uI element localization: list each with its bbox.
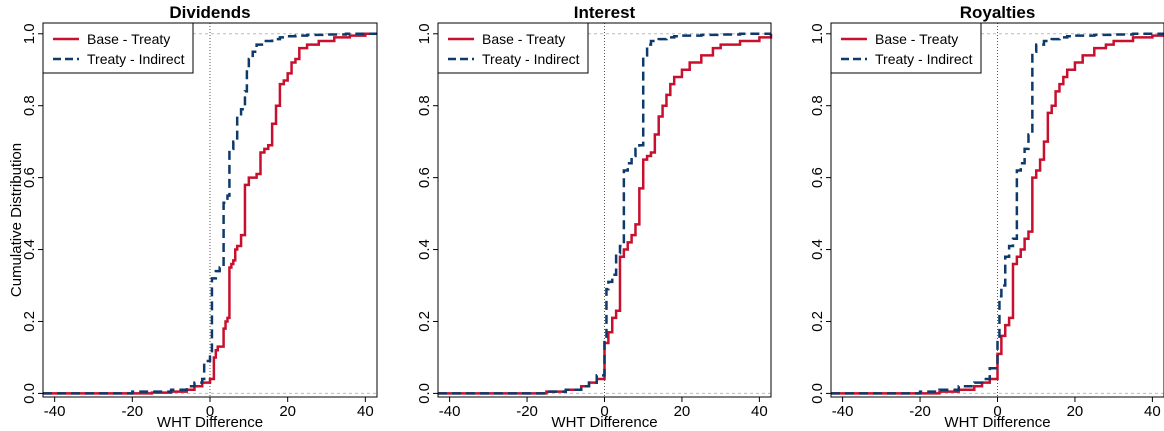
x-axis-label: WHT Difference	[944, 414, 1050, 431]
legend-box	[42, 22, 194, 74]
y-tick-label: 0.0	[21, 383, 38, 404]
legend: Base - Treaty Treaty - Indirect	[830, 22, 982, 74]
x-tick-label: -20	[121, 403, 143, 420]
series-line-base-treaty	[43, 32, 377, 395]
series-line-base-treaty	[831, 33, 1164, 395]
x-tick-label: -20	[909, 403, 931, 420]
x-tick-label: 0	[993, 403, 1001, 420]
y-tick-label: 0.0	[416, 383, 433, 404]
legend-box	[830, 22, 982, 74]
y-tick-label: 1.0	[416, 23, 433, 44]
panel-0: -40 -20 0 20 40 0.0 0.2 0.4 0.6 0.8 1.0 Dividends WH…	[8, 3, 378, 431]
legend: Base - Treaty Treaty - Indirect	[437, 22, 589, 74]
x-tick-label: -40	[439, 403, 461, 420]
chart-title: Interest	[574, 3, 636, 22]
x-tick-label: 0	[600, 403, 608, 420]
series-line-base-treaty	[438, 33, 773, 395]
y-tick-label: 0.8	[809, 95, 826, 116]
y-tick-label: 0.4	[416, 239, 433, 260]
legend: Base - Treaty Treaty - Indirect	[42, 22, 194, 74]
x-tick-label: -20	[516, 403, 538, 420]
y-tick-label: 0.4	[21, 239, 38, 260]
y-tick-label: 0.2	[809, 311, 826, 332]
y-tick-label: 0.6	[21, 167, 38, 188]
x-tick-label: -40	[44, 403, 66, 420]
y-axis-label: Cumulative Distribution	[8, 143, 25, 297]
y-tick-label: 0.2	[416, 311, 433, 332]
series-line-treaty-indirect	[43, 32, 377, 395]
x-tick-label: -40	[832, 403, 854, 420]
y-tick-label: 0.8	[21, 95, 38, 116]
chart-title: Royalties	[960, 3, 1036, 22]
x-tick-label: 0	[206, 403, 214, 420]
x-axis-label: WHT Difference	[157, 414, 263, 431]
y-tick-label: 0.4	[809, 239, 826, 260]
y-tick-label: 1.0	[21, 23, 38, 44]
x-axis-label: WHT Difference	[551, 414, 657, 431]
legend-label: Treaty - Indirect	[87, 51, 185, 67]
x-tick-label: 20	[279, 403, 296, 420]
y-tick-label: 0.8	[416, 95, 433, 116]
legend-label: Base - Treaty	[875, 31, 958, 47]
y-tick-label: 0.6	[809, 167, 826, 188]
chart-title: Dividends	[169, 3, 250, 22]
panel-1: -40 -20 0 20 40 0.0 0.2 0.4 0.6 0.8 1.0 Interest WHT…	[416, 3, 773, 431]
series-line-treaty-indirect	[438, 32, 771, 395]
x-tick-label: 20	[1067, 403, 1084, 420]
x-tick-label: 40	[1144, 403, 1161, 420]
legend-label: Base - Treaty	[482, 31, 565, 47]
y-tick-label: 1.0	[809, 23, 826, 44]
y-tick-label: 0.6	[416, 167, 433, 188]
legend-label: Treaty - Indirect	[875, 51, 973, 67]
panel-2: -40 -20 0 20 40 0.0 0.2 0.4 0.6 0.8 1.0 Royalties WH…	[809, 3, 1164, 431]
y-tick-label: 0.2	[21, 311, 38, 332]
legend-label: Treaty - Indirect	[482, 51, 580, 67]
x-tick-label: 40	[357, 403, 374, 420]
series-line-treaty-indirect	[831, 32, 1164, 395]
y-tick-label: 0.0	[809, 383, 826, 404]
legend-label: Base - Treaty	[87, 31, 170, 47]
legend-box	[437, 22, 589, 74]
x-tick-label: 40	[751, 403, 768, 420]
x-tick-label: 20	[674, 403, 691, 420]
